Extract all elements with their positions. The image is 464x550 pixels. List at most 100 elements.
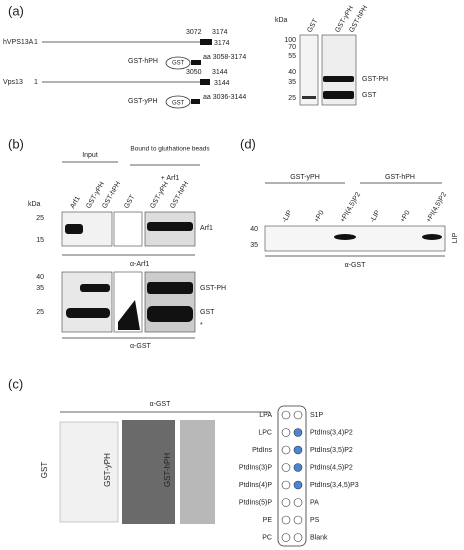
lipid-spot: [281, 515, 291, 525]
band: [323, 76, 354, 82]
group-label: GST-yPH: [290, 174, 320, 181]
lipid-strip: [122, 420, 175, 524]
tag-label: GST: [172, 61, 185, 67]
lane-label: +P0: [399, 209, 411, 224]
position: 3144: [214, 80, 230, 87]
band: [147, 222, 193, 231]
group-label: Bound to gluthatione beads: [130, 146, 210, 153]
protein-name: hVPS13A: [3, 39, 34, 46]
lipid-spot: [293, 463, 303, 472]
unit: kDa: [28, 201, 41, 208]
panel-label: (c): [8, 376, 23, 391]
position: 3050: [186, 69, 202, 76]
band-label: *: [200, 322, 203, 329]
lipid-strip: [180, 420, 215, 524]
lane-label: +P0: [313, 209, 325, 224]
lipid-label: PtdIns(5)P: [239, 499, 272, 506]
band: [118, 300, 140, 330]
ph-fragment: [191, 60, 201, 65]
lipid-spot: [281, 480, 291, 490]
lipid-spot: [293, 515, 303, 525]
lipid-spot: [293, 410, 303, 420]
lane-label: GST: [123, 193, 137, 210]
band: [65, 224, 83, 234]
lipid-label: Blank: [310, 534, 328, 541]
lipid-label: PtdIns(3,4)P2: [310, 429, 353, 436]
blot: [61, 271, 113, 333]
band: [147, 306, 193, 322]
band-label: Arf1: [200, 225, 213, 232]
band: [302, 96, 316, 99]
lipid-spot: [293, 428, 303, 437]
lane-label: -LIP: [281, 209, 294, 224]
position: 1: [34, 39, 38, 46]
lipid-spot: [281, 445, 291, 455]
lane-label: -LIP: [369, 209, 382, 224]
mw-marker: 40: [36, 274, 44, 281]
lipid-label: PE: [263, 517, 273, 524]
lipid-spot: [281, 533, 291, 542]
antibody: α-GST: [345, 262, 366, 269]
mw-marker: 35: [250, 242, 258, 249]
band-label: GST: [200, 309, 215, 316]
mw-marker: 55: [288, 53, 296, 60]
lipid-label: PtdIns(3,4,5)P3: [310, 482, 359, 489]
position: 3144: [212, 69, 228, 76]
lipid-spot: [293, 445, 303, 455]
lipid-label: PtdIns(4)P: [239, 482, 272, 489]
lipid-label: PtdIns(3,5)P2: [310, 447, 353, 454]
ph-fragment: [191, 99, 200, 104]
lipid-key: [277, 405, 307, 547]
band-label: GST: [362, 92, 377, 99]
range: aa 3036-3144: [203, 94, 246, 101]
lipid-label: LPA: [259, 412, 272, 419]
position: 3072: [186, 29, 202, 36]
mw-marker: 25: [36, 309, 44, 316]
gst-tag: [165, 56, 191, 70]
lipid-label: LPC: [258, 429, 272, 436]
band-label: GST-PH: [200, 285, 226, 292]
blot: [113, 211, 143, 247]
lane-label: Arf1: [69, 195, 82, 210]
ph-domain: [200, 79, 210, 85]
unit: kDa: [275, 17, 288, 24]
band: [66, 308, 110, 318]
lipid-spot: [281, 463, 291, 472]
mw-marker: 25: [36, 215, 44, 222]
band: [323, 91, 354, 99]
blot: [264, 225, 446, 252]
lane-label: +PI(4,5)P2: [425, 191, 448, 224]
panel-label: (d): [240, 136, 256, 151]
lane-label: +PI(4,5)P2: [339, 191, 362, 224]
band: [147, 282, 193, 294]
lipid-spot: [293, 480, 303, 490]
lipid-spot: [293, 533, 303, 542]
mw-marker: 40: [288, 69, 296, 76]
blot: [144, 271, 196, 333]
band: [334, 234, 356, 240]
antibody: α-GST: [150, 401, 171, 408]
panel-label: (a): [8, 3, 24, 18]
range: aa 3058-3174: [203, 54, 246, 61]
band: [80, 284, 110, 292]
position: 1: [34, 79, 38, 86]
lipid-spot: [281, 428, 291, 437]
lane-label: GST-hPH: [169, 180, 190, 209]
band-label: GST-PH: [362, 76, 388, 83]
band: [422, 234, 442, 240]
tag-label: GST: [172, 101, 185, 107]
lipid-label: S1P: [310, 412, 324, 419]
strip-label: GST: [40, 462, 49, 479]
construct-name: GST-hPH: [128, 58, 158, 65]
mw-marker: 15: [36, 237, 44, 244]
mw-marker: 35: [36, 285, 44, 292]
lipid-spot: [281, 498, 291, 507]
position: 3174: [212, 29, 228, 36]
gst-tag: [165, 95, 191, 109]
lipid-label: PtdIns(4,5)P2: [310, 464, 353, 471]
mw-marker: 25: [288, 95, 296, 102]
side-label: LIP: [452, 232, 459, 243]
strip-label: GST-hPH: [163, 453, 172, 487]
lipid-label: PtdIns(3)P: [239, 464, 272, 471]
